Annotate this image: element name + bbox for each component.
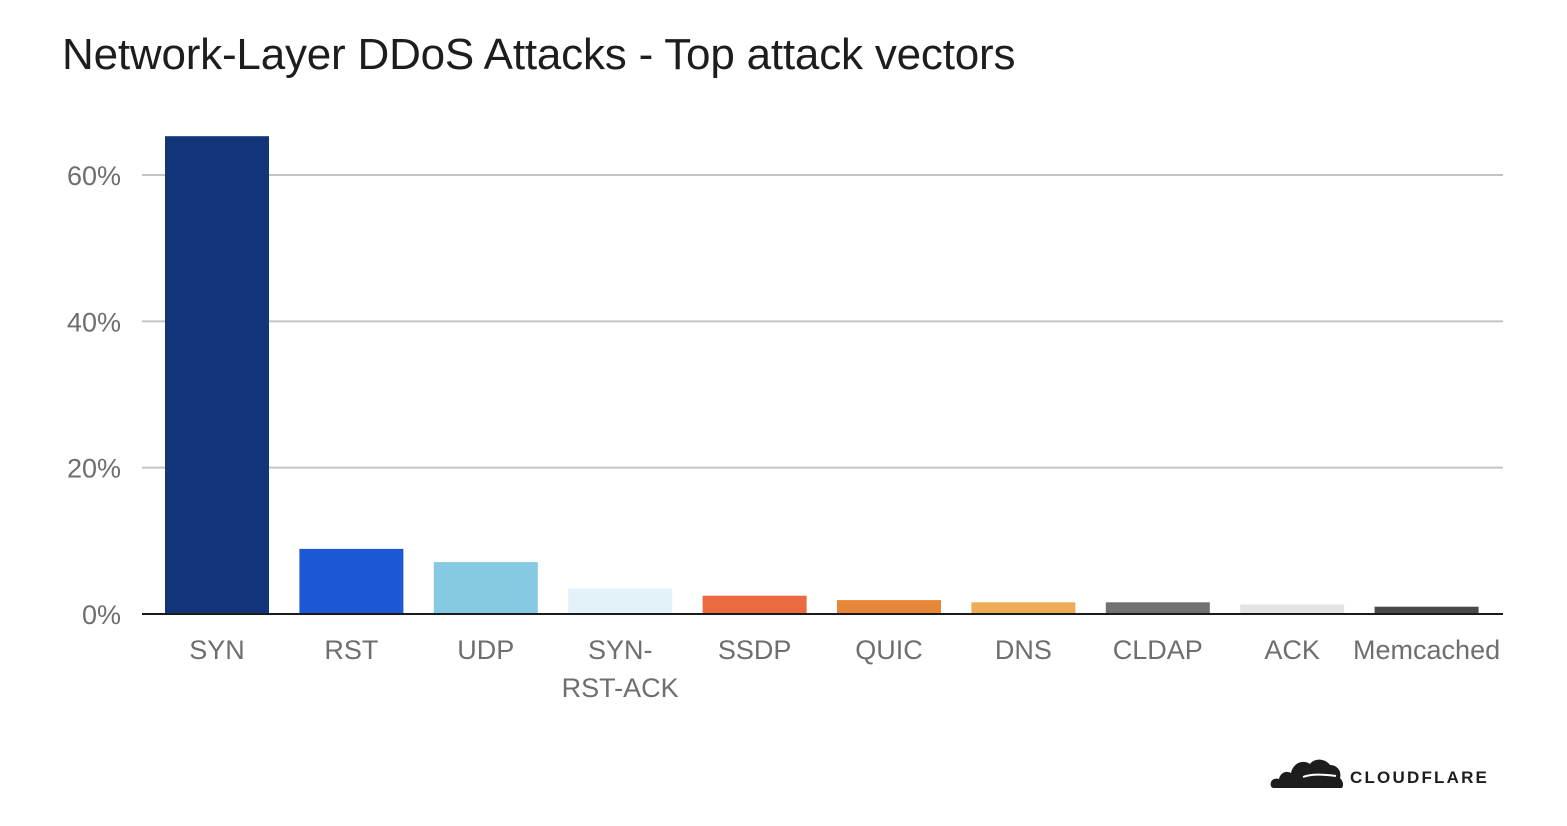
bar-ssdp [702, 595, 807, 614]
y-axis-ticks: 0% 20% 40% 60% [67, 161, 121, 630]
bar-udp [433, 562, 538, 614]
bar-ack [1240, 604, 1345, 614]
x-tick-label: QUIC [855, 635, 923, 665]
bar-syn-rst-ack [568, 588, 673, 614]
y-tick-label: 40% [67, 307, 121, 337]
x-tick-label: Memcached [1353, 635, 1500, 665]
x-tick-label: UDP [457, 635, 514, 665]
x-tick-label: ACK [1264, 635, 1320, 665]
x-tick-label: CLDAP [1113, 635, 1203, 665]
x-tick-label: SSDP [718, 635, 792, 665]
bar-cldap [1105, 602, 1210, 614]
cloudflare-brand: CLOUDFLARE [1270, 752, 1489, 792]
bar-quic [837, 600, 941, 614]
bars [165, 136, 1479, 614]
x-tick-label: DNS [995, 635, 1052, 665]
gridlines [142, 174, 1503, 469]
bar-dns [971, 602, 1076, 614]
brand-wordmark: CLOUDFLARE [1350, 768, 1490, 787]
y-tick-label: 0% [82, 600, 121, 630]
y-tick-label: 20% [67, 454, 121, 484]
cloudflare-cloud-icon [1270, 759, 1344, 788]
y-tick-label: 60% [67, 161, 121, 191]
x-axis-labels: SYN RST UDP SYN-RST-ACK SSDP QUIC DNS CLDAP ACK M… [189, 635, 1500, 703]
bar-syn [165, 136, 269, 614]
x-tick-label: RST [324, 635, 378, 665]
x-tick-label: SYN [189, 635, 245, 665]
bar-rst [299, 548, 404, 614]
x-tick-label: SYN-RST-ACK [562, 635, 679, 703]
chart-title: Network-Layer DDoS Attacks - Top attack … [62, 30, 1016, 79]
bar-memcached [1374, 606, 1479, 614]
